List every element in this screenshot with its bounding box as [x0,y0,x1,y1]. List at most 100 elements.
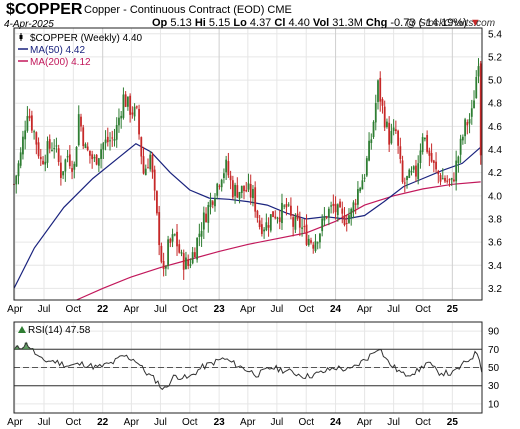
candle-body [330,205,333,207]
candle [142,146,145,175]
description-text: Copper - Continuous Contract (EOD) [84,4,265,16]
candle-body [263,229,266,232]
candle [100,143,102,169]
candle-body [363,177,366,179]
candle [254,181,257,218]
candle-body [191,252,194,264]
candle-body [290,205,292,216]
candle [269,214,272,233]
candle [419,143,422,169]
candle-body [171,234,174,242]
candle [290,197,292,220]
candle-body [281,202,283,224]
rsi-y-tick-label: 90 [488,327,500,338]
candle [196,237,199,263]
candle-body [292,217,295,227]
price-x-tick-label: 25 [447,304,459,315]
candle-body [457,156,460,164]
candle [392,119,395,136]
candle-body [357,189,359,205]
candle [220,178,223,192]
candle [363,174,366,182]
candle-body [249,184,252,198]
candle [381,97,384,114]
candle-body [473,100,475,109]
candle-body [71,168,73,172]
candle [377,79,379,110]
candle-body [453,179,455,182]
candle [240,185,243,199]
candle-body [118,117,120,126]
candle-body [397,130,399,146]
candle-body [368,140,370,161]
candle [345,214,348,232]
candle-body [104,139,107,144]
candle-body [450,178,453,180]
candle [113,128,116,147]
candle [417,155,420,185]
rsi-x-tick-label: Jul [270,417,283,428]
candle [314,234,317,253]
candle-body [247,183,250,190]
candle [84,142,87,149]
candle [394,120,397,134]
candle-body [343,215,346,226]
candle-body [227,161,230,176]
candle [287,202,290,207]
candle [312,241,315,254]
candle [15,174,18,194]
candle [354,198,357,215]
candle [276,216,279,224]
candle-body [377,80,379,102]
rsi-x-tick-label: Apr [124,417,140,428]
candle-body [153,169,156,191]
candle-body [185,257,187,270]
candle-body [461,136,464,141]
price-y-tick-label: 3.6 [488,238,502,249]
price-candles [13,58,482,280]
candle [479,60,482,165]
candle [24,120,27,150]
price-x-tick-label: 22 [97,304,109,315]
price-y-tick-label: 3.8 [488,214,502,225]
candle-body [265,222,268,231]
candle-body [240,185,243,193]
candle-body [245,189,248,192]
candle-body [392,127,395,131]
rsi-y-tick-label: 30 [488,381,500,392]
rsi-x-tick-label: Jul [38,417,51,428]
candle-body [267,225,270,228]
candle [118,108,120,133]
candle-body [200,230,203,237]
candle-body [403,182,406,184]
candle [365,155,368,178]
candle [122,87,125,120]
candle-body [59,162,62,178]
candle-body [220,179,223,188]
candle-body [390,130,393,144]
candle-body [435,161,437,170]
candle [294,213,297,233]
candle-body [327,208,330,217]
candle-body [339,201,341,208]
candle-body [401,160,404,182]
candle [86,142,89,152]
candle [296,205,299,221]
candle-body [30,115,33,131]
candle [57,144,60,166]
candle [339,198,341,208]
candle-body [158,212,161,246]
high-value: 5.15 [208,17,231,29]
candle [109,132,111,151]
candle [182,249,185,280]
candle [415,159,417,182]
candle [466,119,469,135]
candle [131,106,134,119]
candle [164,265,167,276]
close-label: Cl [274,17,286,29]
candle [379,71,382,112]
candle [22,130,24,160]
candle-body [216,183,219,196]
candle [209,192,212,215]
candle-body [332,203,335,207]
